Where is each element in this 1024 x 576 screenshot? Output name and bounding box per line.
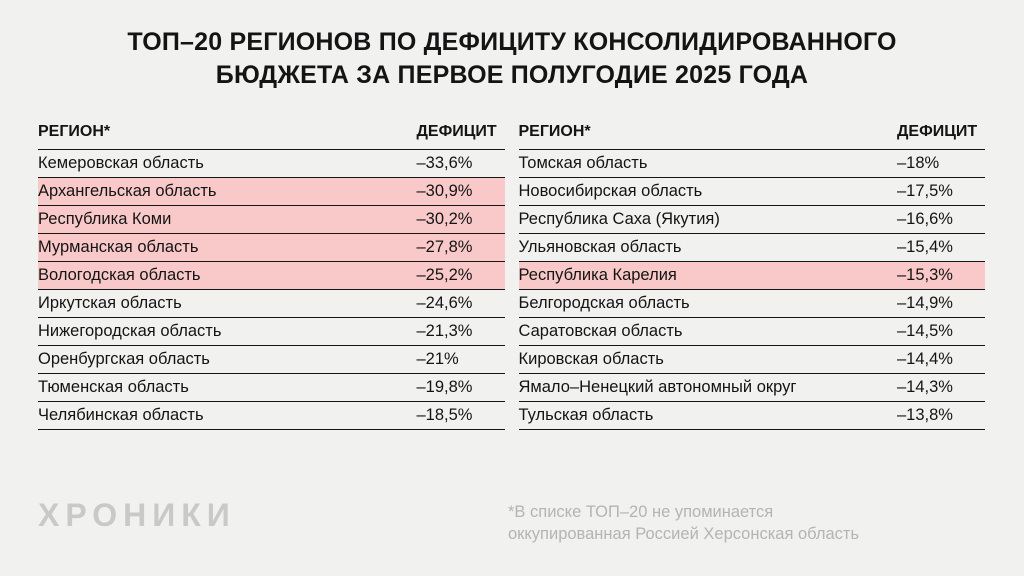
deficit-cell: –19,8%: [416, 378, 473, 396]
deficit-cell: –33,6%: [416, 154, 473, 172]
deficit-cell: –15,3%: [897, 266, 953, 284]
table-row: Ямало–Ненецкий автономный округ –14,3%: [518, 374, 985, 402]
table-body: Томская область –18% Новосибирская область…: [518, 150, 985, 430]
region-cell: Ямало–Ненецкий автономный округ: [518, 378, 797, 396]
deficit-cell: –21,3%: [416, 322, 473, 340]
table-row: Кемеровская область –33,6%: [38, 150, 505, 178]
region-cell: Оренбургская область: [38, 350, 210, 368]
region-cell: Тульская область: [518, 406, 654, 424]
region-cell: Ульяновская область: [518, 238, 682, 256]
region-cell: Челябинская область: [38, 406, 204, 424]
deficit-cell: –14,9%: [897, 294, 953, 312]
table-row-highlighted: Вологодская область –25,2%: [38, 262, 505, 290]
footnote-line-1: *В списке ТОП–20 не упоминается: [508, 503, 774, 522]
table-row: Саратовская область –14,5%: [518, 318, 985, 346]
deficit-column-header: ДЕФИЦИТ: [897, 123, 978, 140]
region-cell: Новосибирская область: [518, 182, 703, 200]
khroniki-logo: ХРОНИКИ: [38, 497, 236, 533]
page-title-line-1: ТОП–20 РЕГИОНОВ ПО ДЕФИЦИТУ КОНСОЛИДИРОВ…: [127, 28, 897, 56]
deficit-cell: –18,5%: [416, 406, 473, 424]
region-column-header: РЕГИОН*: [518, 123, 591, 140]
deficit-cell: –16,6%: [897, 210, 953, 228]
region-cell: Вологодская область: [38, 266, 201, 284]
table-row: Нижегородская область –21,3%: [38, 318, 505, 346]
deficit-cell: –13,8%: [897, 406, 953, 424]
region-cell: Кемеровская область: [38, 154, 204, 172]
deficit-cell: –18%: [897, 154, 940, 172]
region-cell: Тюменская область: [38, 378, 189, 396]
region-cell: Республика Карелия: [518, 266, 677, 284]
table-row: Ульяновская область –15,4%: [518, 234, 985, 262]
deficit-cell: –27,8%: [416, 238, 473, 256]
deficit-cell: –30,2%: [416, 210, 473, 228]
region-cell: Томская область: [518, 154, 648, 172]
footnote: *В списке ТОП–20 не упоминается оккупиро…: [508, 502, 859, 546]
table-row-highlighted: Республика Коми –30,2%: [38, 206, 505, 234]
region-column-header: РЕГИОН*: [38, 123, 111, 140]
table-row-highlighted: Архангельская область –30,9%: [38, 178, 505, 206]
deficit-table-right: РЕГИОН* ДЕФИЦИТ Томская область –18% Новос…: [518, 123, 985, 430]
table-row: Томская область –18%: [518, 150, 985, 178]
table-row: Иркутская область –24,6%: [38, 290, 505, 318]
table-header: РЕГИОН* ДЕФИЦИТ: [38, 123, 505, 150]
region-cell: Республика Коми: [38, 210, 172, 228]
table-row: Белгородская область –14,9%: [518, 290, 985, 318]
region-cell: Нижегородская область: [38, 322, 222, 340]
deficit-cell: –17,5%: [897, 182, 953, 200]
table-row: Новосибирская область –17,5%: [518, 178, 985, 206]
deficit-cell: –25,2%: [416, 266, 473, 284]
deficit-cell: –21%: [416, 350, 459, 368]
table-header: РЕГИОН* ДЕФИЦИТ: [518, 123, 985, 150]
page-title: ТОП–20 РЕГИОНОВ ПО ДЕФИЦИТУ КОНСОЛИДИРОВ…: [52, 26, 972, 91]
region-cell: Саратовская область: [518, 322, 683, 340]
page-title-line-2: БЮДЖЕТА ЗА ПЕРВОЕ ПОЛУГОДИЕ 2025 ГОДА: [215, 60, 809, 89]
table-row-highlighted: Республика Карелия –15,3%: [518, 262, 985, 290]
deficit-cell: –24,6%: [416, 294, 473, 312]
region-cell: Мурманская область: [38, 238, 199, 256]
deficit-column-header: ДЕФИЦИТ: [416, 123, 497, 140]
deficit-cell: –14,3%: [897, 378, 953, 396]
region-cell: Иркутская область: [38, 294, 182, 312]
table-row: Кировская область –14,4%: [518, 346, 985, 374]
region-cell: Белгородская область: [518, 294, 690, 312]
tables-container: РЕГИОН* ДЕФИЦИТ Кемеровская область –33,6…: [0, 123, 1024, 430]
table-row-highlighted: Мурманская область –27,8%: [38, 234, 505, 262]
region-cell: Кировская область: [518, 350, 664, 368]
deficit-table-left: РЕГИОН* ДЕФИЦИТ Кемеровская область –33,6…: [38, 123, 505, 430]
deficit-cell: –14,4%: [897, 350, 953, 368]
table-row: Тюменская область –19,8%: [38, 374, 505, 402]
table-row: Оренбургская область –21%: [38, 346, 505, 374]
region-cell: Республика Саха (Якутия): [518, 210, 720, 228]
deficit-cell: –30,9%: [416, 182, 473, 200]
table-row: Челябинская область –18,5%: [38, 402, 505, 430]
table-body: Кемеровская область –33,6% Архангельская о…: [38, 150, 505, 430]
footnote-line-2: оккупированная Россией Херсонская област…: [508, 525, 860, 544]
table-row: Республика Саха (Якутия) –16,6%: [518, 206, 985, 234]
deficit-cell: –14,5%: [897, 322, 953, 340]
table-row: Тульская область –13,8%: [518, 402, 985, 430]
deficit-cell: –15,4%: [897, 238, 953, 256]
region-cell: Архангельская область: [38, 182, 217, 200]
